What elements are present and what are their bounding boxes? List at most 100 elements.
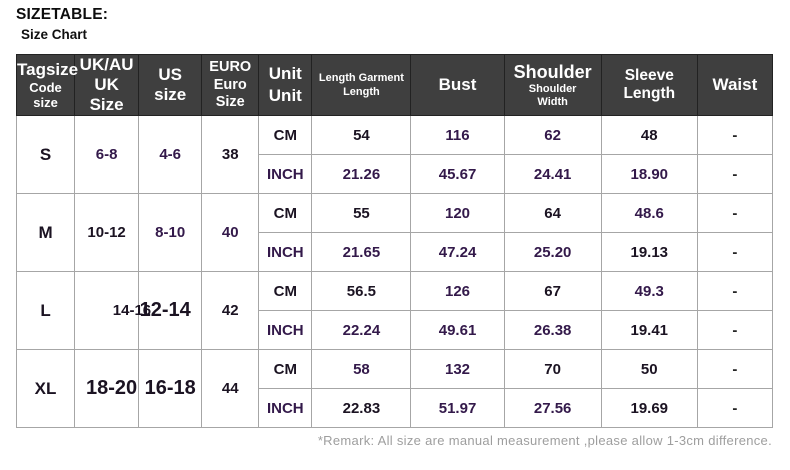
cell-sleeve: 19.41 (600, 310, 698, 351)
size-chart-table: Tagsize Code size UK/AU UK Size US size EUR… (15, 53, 774, 429)
cell-bust: 120 (410, 193, 505, 234)
cell-length: 22.83 (311, 388, 412, 429)
cell-sleeve: 48.6 (600, 193, 698, 234)
cell-uk-au: 18-20 (74, 349, 140, 429)
cell-unit: INCH (258, 154, 313, 195)
cell-length: 56.5 (311, 271, 412, 312)
cell-value: 18-20 (86, 377, 138, 400)
header-line1: Unit (268, 63, 302, 83)
header-line1: Shoulder (513, 61, 592, 82)
cell-shoulder: 26.38 (503, 310, 602, 351)
cell-waist: - (696, 388, 774, 429)
cell-unit: CM (258, 271, 313, 312)
remark-text: *Remark: All size are manual measurement… (317, 433, 772, 448)
col-header-bust: Bust (410, 53, 505, 117)
table-row: S 6-8 4-6 38 CM 54 116 62 48 - (15, 115, 774, 195)
table-row: L 14-16 12-14 42 CM 56.5 126 67 49.3 - (15, 271, 774, 351)
cell-bust: 116 (410, 115, 505, 156)
cell-length: 21.26 (311, 154, 412, 195)
col-header-shoulder: Shoulder Shoulder Width (503, 53, 602, 117)
cell-value: 14-16 (112, 302, 152, 320)
cell-shoulder: 24.41 (503, 154, 602, 195)
header-line1: Waist (712, 75, 758, 95)
cell-waist: - (696, 310, 774, 351)
table-row: M 10-12 8-10 40 CM 55 120 64 48.6 - (15, 193, 774, 273)
cell-bust: 51.97 (410, 388, 505, 429)
cell-waist: - (696, 349, 774, 390)
header-line2: Euro Size (213, 76, 247, 110)
cell-euro: 40 (201, 193, 260, 273)
cell-size: L (15, 271, 76, 351)
col-header-tagsize: Tagsize Code size (15, 53, 79, 117)
col-header-waist: Waist (696, 53, 774, 117)
cell-bust: 132 (410, 349, 505, 390)
cell-shoulder: 70 (503, 349, 602, 390)
cell-waist: - (696, 193, 774, 234)
cell-euro: 44 (201, 349, 260, 429)
col-header-euro: EURO Euro Size (201, 53, 260, 117)
header-line1: UK/AU (79, 55, 134, 74)
table-row: INCH 22.83 51.97 27.56 19.69 - (17, 388, 774, 429)
cell-euro: 38 (201, 115, 260, 195)
header-line1: Sleeve (624, 66, 674, 84)
cell-unit: INCH (258, 310, 313, 351)
col-header-length: Length Garment Length (311, 53, 412, 117)
cell-unit: CM (258, 349, 313, 390)
col-header-uk-au: UK/AU UK Size (74, 53, 140, 117)
cell-sleeve: 49.3 (600, 271, 698, 312)
cell-unit: CM (258, 115, 313, 156)
cell-length: 55 (311, 193, 412, 234)
cell-unit: INCH (258, 232, 313, 273)
cell-shoulder: 64 (503, 193, 602, 234)
cell-bust: 47.24 (410, 232, 505, 273)
header-line1: EURO (209, 59, 252, 76)
cell-unit: INCH (258, 388, 313, 429)
header-line2: Unit (268, 86, 302, 106)
cell-shoulder: 25.20 (503, 232, 602, 273)
cell-euro: 42 (201, 271, 260, 351)
cell-waist: - (696, 271, 774, 312)
cell-uk-au: 14-16 (74, 271, 151, 351)
cell-size: S (15, 115, 76, 195)
cell-bust: 126 (410, 271, 505, 312)
cell-uk-au: 10-12 (74, 193, 140, 273)
cell-sleeve: 50 (600, 349, 698, 390)
header-line2: UK Size (89, 75, 124, 115)
header-line2: size (154, 85, 187, 105)
cell-bust: 49.61 (410, 310, 505, 351)
cell-length: 22.24 (311, 310, 412, 351)
cell-shoulder: 62 (503, 115, 602, 156)
header-row: Tagsize Code size UK/AU UK Size US size EUR… (15, 53, 774, 117)
cell-size: M (15, 193, 76, 273)
cell-us: 8-10 (138, 193, 203, 273)
header-line2: Length (343, 86, 380, 99)
cell-us: 12-14 (138, 271, 203, 351)
cell-waist: - (696, 154, 774, 195)
page-title: SIZETABLE: (16, 6, 109, 23)
cell-shoulder: 67 (503, 271, 602, 312)
table-row: INCH 21.26 45.67 24.41 18.90 - (17, 154, 774, 195)
col-header-unit: Unit Unit (258, 53, 313, 117)
header-line1: Length Garment (318, 71, 404, 84)
cell-bust: 45.67 (410, 154, 505, 195)
cell-waist: - (696, 232, 774, 273)
header-line2: Code size (29, 79, 62, 111)
cell-unit: CM (258, 193, 313, 234)
cell-value: 12-14 (139, 299, 191, 322)
cell-sleeve: 18.90 (600, 154, 698, 195)
table-row: XL 18-20 16-18 44 CM 58 132 70 50 - (15, 349, 774, 429)
cell-uk-au: 6-8 (74, 115, 140, 195)
cell-length: 21.65 (311, 232, 412, 273)
header-line1: US (158, 65, 182, 85)
page-subtitle: Size Chart (21, 27, 88, 42)
cell-waist: - (696, 115, 774, 156)
col-header-us: US size (138, 53, 203, 117)
table-row: INCH 22.24 49.61 26.38 19.41 - (17, 310, 774, 351)
cell-shoulder: 27.56 (503, 388, 602, 429)
header-line1: Tagsize (17, 59, 79, 79)
header-line2: Length (623, 85, 676, 103)
cell-us: 16-18 (138, 349, 203, 429)
header-line2: Shoulder Width (528, 83, 577, 108)
cell-value: 16-18 (144, 377, 196, 400)
